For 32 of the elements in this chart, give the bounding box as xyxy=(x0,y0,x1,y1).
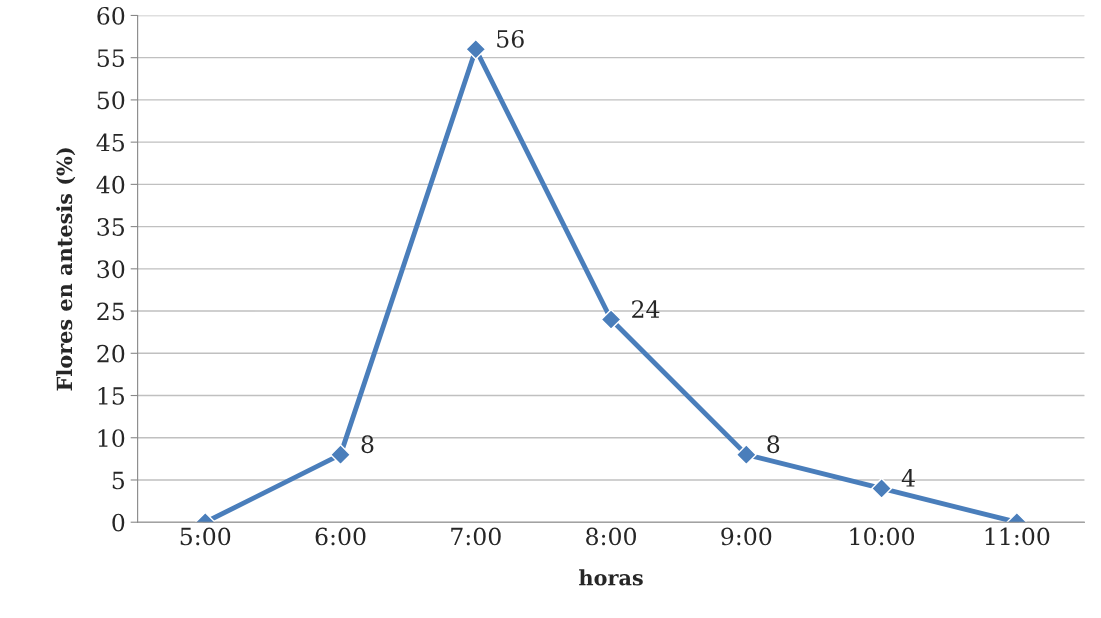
y-tick-label: 30 xyxy=(97,260,125,279)
y-tick-label: 45 xyxy=(96,133,124,152)
point xyxy=(735,444,757,466)
data-label: 8 xyxy=(361,435,374,454)
x-tick-label: 9:00 xyxy=(721,527,772,546)
point xyxy=(600,308,622,331)
data-label: 24 xyxy=(632,300,660,318)
y-tick-label: 20 xyxy=(97,344,125,363)
y-tick-label: 25 xyxy=(97,302,124,321)
y-tick-label: 15 xyxy=(98,386,124,405)
y-tick-label: 35 xyxy=(97,218,124,236)
y-tick-label: 10 xyxy=(98,429,125,448)
y-tick-label: 55 xyxy=(97,49,124,67)
y-tick-label: 40 xyxy=(96,175,125,194)
y-tick-label: 0 xyxy=(112,513,125,532)
y-axis-title: Flores en antesis (%) xyxy=(56,148,76,391)
x-tick-label: 7:00 xyxy=(451,527,501,546)
y-tick-label: 50 xyxy=(97,91,125,110)
point xyxy=(330,444,352,466)
point xyxy=(871,477,893,499)
x-tick-label: 8:00 xyxy=(586,527,636,546)
x-axis-title: horas xyxy=(579,569,643,586)
point xyxy=(465,38,487,60)
x-tick-label: 10:00 xyxy=(850,527,915,546)
x-tick-label: 5:00 xyxy=(180,527,231,546)
data-label: 56 xyxy=(497,29,524,48)
y-tick-label: 60 xyxy=(97,6,125,25)
x-tick-label: 11:00 xyxy=(985,527,1050,546)
data-label: 4 xyxy=(901,469,915,487)
x-tick-label: 6:00 xyxy=(315,527,366,546)
y-tick-label: 5 xyxy=(112,471,124,490)
data-label: 8 xyxy=(767,435,780,454)
